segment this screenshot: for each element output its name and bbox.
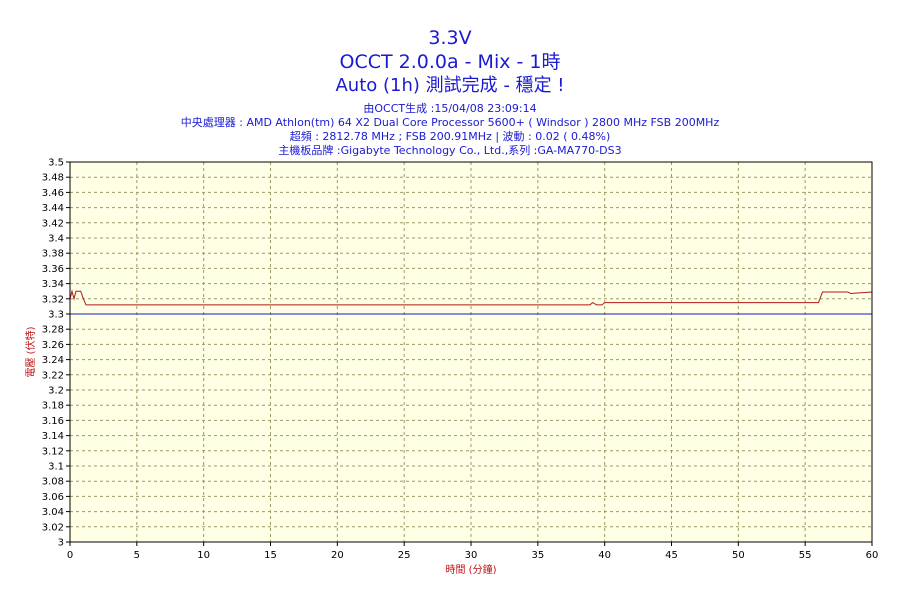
chart-title: 3.3V	[428, 27, 472, 49]
plot-area	[70, 162, 872, 542]
chart-subtitle: OCCT 2.0.0a - Mix - 1時	[339, 51, 561, 73]
cpu-info: 中央處理器 : AMD Athlon(tm) 64 X2 Dual Core P…	[180, 116, 720, 129]
y-tick-label: 3.36	[42, 264, 64, 275]
x-tick-label: 5	[134, 550, 140, 561]
x-tick-label: 15	[264, 550, 277, 561]
x-tick-label: 0	[67, 550, 73, 561]
chart-title-block: 3.3V OCCT 2.0.0a - Mix - 1時 Auto (1h) 測試…	[0, 26, 900, 98]
y-tick-label: 3.22	[42, 370, 64, 381]
y-tick-label: 3.34	[42, 279, 64, 290]
y-tick-label: 3.14	[42, 431, 64, 442]
y-tick-label: 3.06	[42, 492, 64, 503]
y-tick-label: 3.42	[42, 218, 64, 229]
y-tick-label: 3.28	[42, 325, 64, 336]
x-tick-label: 30	[465, 550, 478, 561]
series-lines	[69, 289, 873, 315]
y-tick-label: 3.04	[42, 507, 64, 518]
y-tick-label: 3.1	[48, 462, 64, 473]
y-tick-label: 3.24	[42, 355, 64, 366]
y-tick-label: 3.16	[42, 416, 64, 427]
x-tick-label: 45	[665, 550, 678, 561]
y-tick-label: 3.44	[42, 203, 64, 214]
y-tick-label: 3.18	[42, 401, 64, 412]
x-tick-label: 20	[331, 550, 344, 561]
y-tick-label: 3.48	[42, 173, 64, 184]
y-tick-label: 3.2	[48, 386, 64, 397]
x-axis-title: 時間 (分鐘)	[446, 563, 497, 576]
motherboard-info: 主機板品牌 :Gigabyte Technology Co., Ltd.,系列 …	[278, 144, 622, 157]
y-tick-label: 3.46	[42, 188, 64, 199]
y-tick-label: 3.3	[48, 310, 64, 321]
y-tick-label: 3.12	[42, 446, 64, 457]
system-info-block: 由OCCT生成 :15/04/08 23:09:14 中央處理器 : AMD A…	[0, 102, 900, 158]
x-tick-label: 25	[398, 550, 411, 561]
y-tick-label: 3.26	[42, 340, 64, 351]
series-line-measured	[69, 289, 873, 306]
y-tick-label: 3.5	[48, 158, 64, 169]
x-tick-label: 40	[598, 550, 611, 561]
x-tick-label: 50	[732, 550, 745, 561]
y-axis-title: 電壓 (伏特)	[24, 326, 37, 377]
x-axis-ticks: 0 5 10 15 20 25 30 35 40 45 50 55 60	[67, 542, 879, 561]
generated-timestamp: 由OCCT生成 :15/04/08 23:09:14	[363, 102, 537, 115]
y-axis-ticks: 3 3.02 3.04 3.06 3.08 3.1 3.12 3.14 3.16 3.18 3.2 3…	[42, 158, 70, 549]
x-tick-label: 55	[799, 550, 812, 561]
x-tick-label: 35	[531, 550, 544, 561]
y-tick-label: 3	[58, 538, 64, 549]
y-tick-label: 3.38	[42, 249, 64, 260]
x-tick-label: 10	[197, 550, 210, 561]
x-tick-label: 60	[866, 550, 879, 561]
y-tick-label: 3.02	[42, 522, 64, 533]
y-tick-label: 3.4	[48, 234, 64, 245]
y-tick-label: 3.32	[42, 294, 64, 305]
y-tick-label: 3.08	[42, 477, 64, 488]
chart-status: Auto (1h) 測試完成 - 穩定 !	[335, 75, 565, 96]
overclock-info: 超頻 : 2812.78 MHz ; FSB 200.91MHz | 波動 : …	[289, 130, 611, 143]
